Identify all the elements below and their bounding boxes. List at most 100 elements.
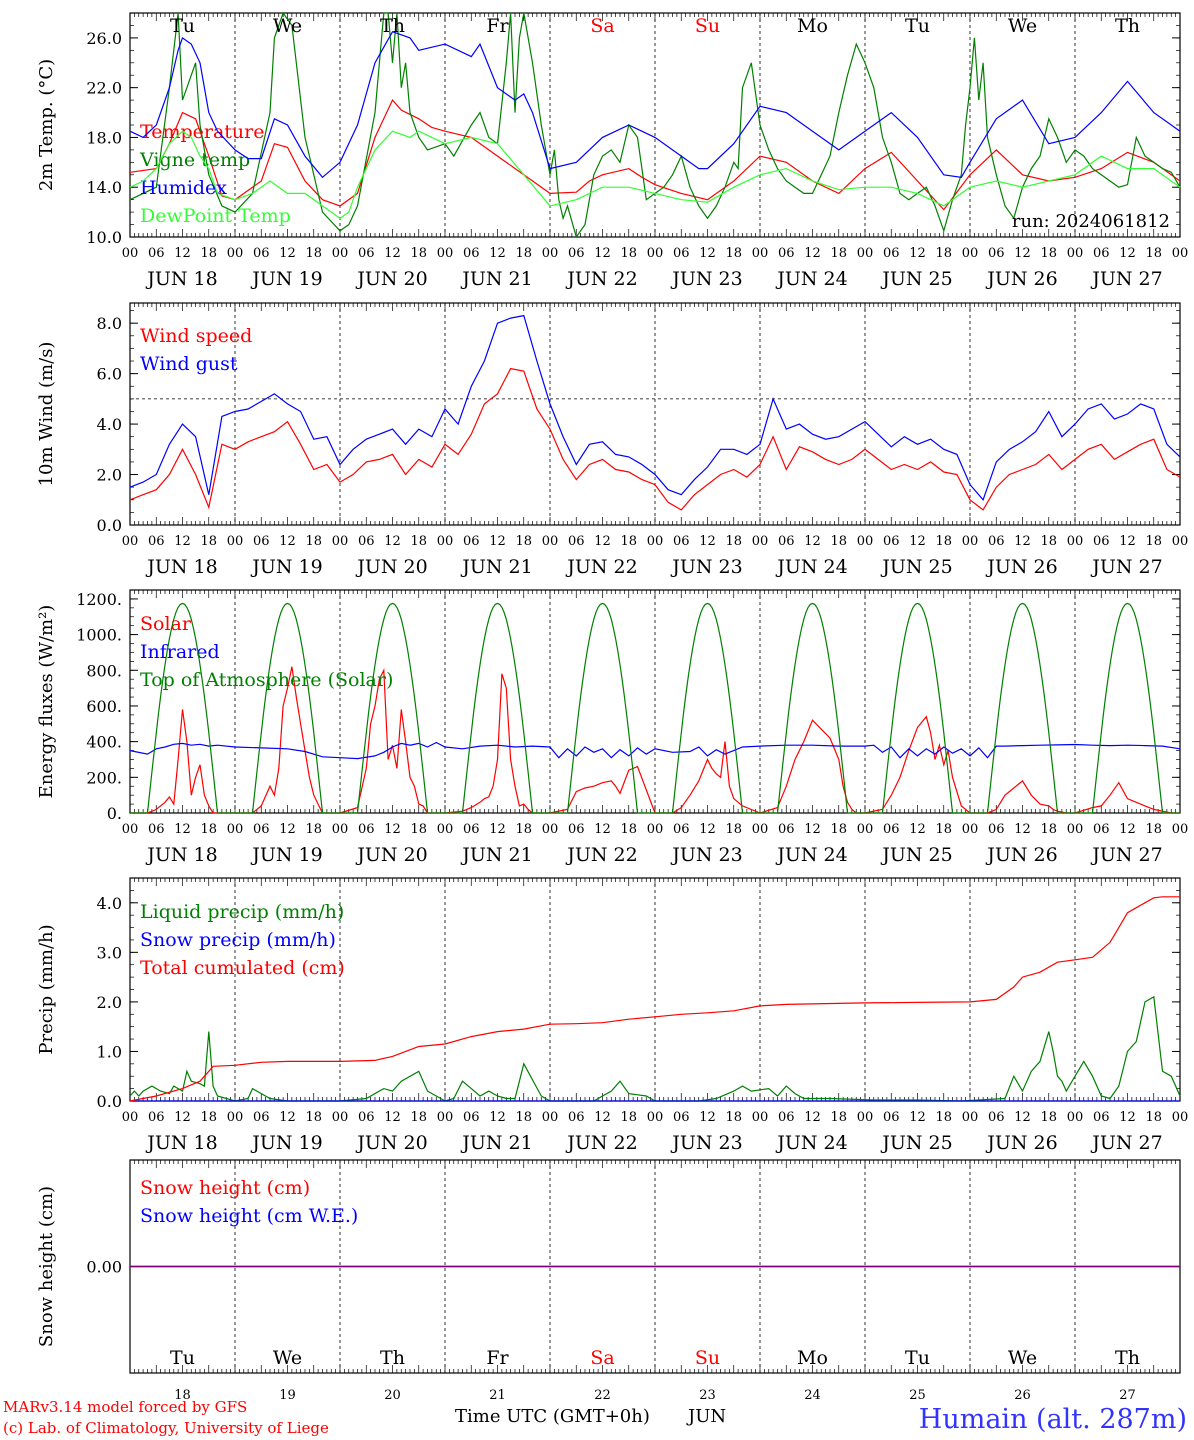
- x-hour-label: 00: [962, 822, 979, 837]
- x-hour-label: 06: [778, 822, 795, 837]
- x-hour-label: 12: [1014, 534, 1031, 549]
- x-hour-label: 12: [594, 534, 611, 549]
- x-hour-label: 18: [830, 246, 847, 261]
- x-hour-label: 18: [410, 534, 427, 549]
- legend-entry: Temperature: [140, 121, 264, 143]
- x-hour-label: 18: [1040, 1110, 1057, 1125]
- x-hour-label: 12: [1014, 822, 1031, 837]
- x-hour-label: 12: [804, 822, 821, 837]
- x-hour-label: 12: [174, 1110, 191, 1125]
- x-hour-label: 00: [857, 246, 874, 261]
- x-hour-label: 00: [962, 1110, 979, 1125]
- y-tick-label: 26.0: [86, 29, 122, 48]
- x-hour-label: 18: [305, 822, 322, 837]
- x-hour-label: 18: [200, 534, 217, 549]
- x-date-label: JUN 18: [145, 844, 217, 866]
- x-date-label: JUN 19: [250, 1132, 322, 1154]
- panel-4: 00 06 12 18 JUN 18 00 06 12 18 JUN 19 00 06 12 18 JUN …: [36, 877, 1188, 1154]
- x-hour-label: 18: [200, 822, 217, 837]
- x-hour-label: 06: [148, 246, 165, 261]
- x-date-label: JUN 27: [1090, 556, 1162, 578]
- y-tick-label: 800.: [86, 661, 122, 680]
- x-hour-label: 00: [332, 822, 349, 837]
- x-hour-label: 18: [1040, 534, 1057, 549]
- x-hour-label: 06: [253, 246, 270, 261]
- x-hour-label: 18: [410, 1110, 427, 1125]
- x-hour-label: 00: [542, 822, 559, 837]
- y-tick-label: 600.: [86, 697, 122, 716]
- x-hour-label: 18: [725, 822, 742, 837]
- day-number: 26: [1014, 1388, 1031, 1403]
- x-date-label: JUN 18: [145, 556, 217, 578]
- x-hour-label: 06: [148, 534, 165, 549]
- legend-entry: Wind gust: [140, 353, 238, 375]
- x-hour-label: 06: [988, 822, 1005, 837]
- x-hour-label: 18: [830, 534, 847, 549]
- x-date-label: JUN 23: [670, 1132, 742, 1154]
- x-hour-label: 18: [305, 1110, 322, 1125]
- x-hour-label: 12: [384, 1110, 401, 1125]
- x-hour-label: 12: [174, 246, 191, 261]
- x-date-label: JUN 22: [565, 844, 637, 866]
- x-hour-label: 12: [804, 246, 821, 261]
- x-hour-label: 18: [200, 1110, 217, 1125]
- x-date-label: JUN 20: [355, 268, 427, 290]
- x-axis-title: Time UTC (GMT+0h): [455, 1406, 650, 1427]
- x-hour-label: 06: [568, 534, 585, 549]
- x-hour-label: 12: [699, 534, 716, 549]
- x-hour-label: 18: [515, 1110, 532, 1125]
- x-hour-label: 06: [358, 1110, 375, 1125]
- x-date-label: JUN 18: [145, 268, 217, 290]
- x-hour-label: 18: [1040, 822, 1057, 837]
- day-name: Tu: [170, 15, 195, 37]
- x-hour-label: 18: [1145, 1110, 1162, 1125]
- x-hour-label: 12: [909, 1110, 926, 1125]
- x-hour-label: 18: [935, 1110, 952, 1125]
- day-number: 25: [909, 1388, 926, 1403]
- x-hour-label: 18: [830, 1110, 847, 1125]
- y-tick-label: 2.0: [97, 993, 122, 1012]
- y-tick-label: 14.0: [86, 178, 122, 197]
- x-hour-label: 00: [1067, 1110, 1084, 1125]
- x-hour-label: 00: [122, 534, 139, 549]
- x-hour-label: 18: [620, 246, 637, 261]
- x-hour-label: 06: [1093, 246, 1110, 261]
- series-line-total-cumulated-cm-: [129, 896, 1180, 1102]
- x-hour-label: 12: [1119, 1110, 1136, 1125]
- x-date-label: JUN 24: [775, 556, 847, 578]
- x-date-label: JUN 26: [985, 268, 1057, 290]
- legend-entry: Humidex: [140, 177, 227, 199]
- x-hour-label: 00: [437, 534, 454, 549]
- x-hour-label: 12: [279, 1110, 296, 1125]
- x-hour-label: 12: [279, 534, 296, 549]
- y-tick-label: 4.0: [97, 894, 122, 913]
- x-hour-label: 12: [594, 1110, 611, 1125]
- day-name: We: [1008, 1347, 1037, 1369]
- x-date-label: JUN 26: [985, 1132, 1057, 1154]
- x-date-label: JUN 27: [1090, 1132, 1162, 1154]
- x-hour-label: 12: [174, 822, 191, 837]
- x-hour-label: 18: [305, 246, 322, 261]
- x-hour-label: 00: [542, 534, 559, 549]
- x-hour-label: 12: [384, 822, 401, 837]
- y-tick-label: 1200.: [76, 590, 122, 609]
- x-hour-label: 00: [1067, 822, 1084, 837]
- legend-entry: Liquid precip (mm/h): [140, 901, 344, 923]
- x-hour-label: 12: [699, 1110, 716, 1125]
- x-date-label: JUN 26: [985, 844, 1057, 866]
- x-hour-label: 00: [332, 534, 349, 549]
- x-hour-label: 18: [620, 822, 637, 837]
- day-number: 20: [384, 1388, 401, 1403]
- panel-1: 00 06 12 18 JUN 18 00 06 12 18 JUN 19 00 06 12 18 JUN …: [36, 11, 1188, 290]
- y-tick-label: 10.0: [86, 228, 122, 247]
- x-hour-label: 00: [227, 534, 244, 549]
- y-tick-label: 0.0: [97, 1092, 122, 1111]
- y-tick-label: 22.0: [86, 79, 122, 98]
- x-hour-label: 12: [1014, 246, 1031, 261]
- panel-5: 0.00 Snow height (cm) Snow height (cm) Snow…: [36, 1159, 1181, 1403]
- x-hour-label: 06: [673, 1110, 690, 1125]
- y-axis-title: Snow height (cm): [36, 1186, 57, 1347]
- x-date-label: JUN 20: [355, 1132, 427, 1154]
- day-number: 18: [174, 1388, 191, 1403]
